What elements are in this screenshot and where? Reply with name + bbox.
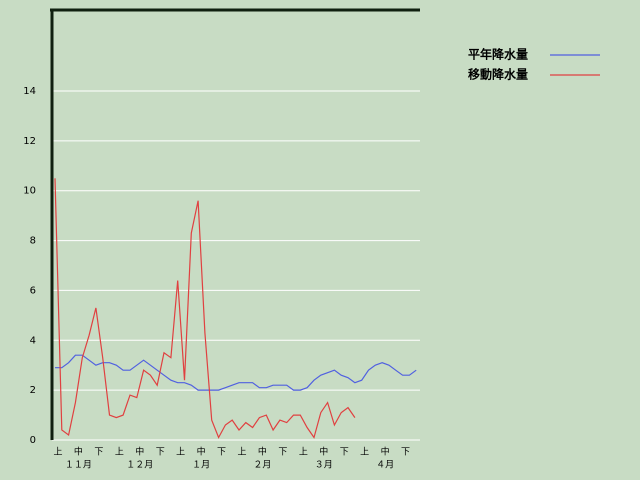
x-tick-label: 下 [401,448,410,458]
x-tick-label: 中 [319,446,328,458]
y-tick-label: 8 [30,236,36,247]
x-tick-label: 下 [94,448,103,458]
x-tick-label: 上 [53,447,62,458]
x-tick-label: 下 [217,448,226,458]
month-label: １１月 [65,460,92,471]
month-label: １２月 [126,460,153,471]
x-tick-label: 中 [258,446,267,458]
legend-label: 移動降水量 [468,67,528,82]
series-line [54,178,356,439]
month-label: ３月 [315,460,333,471]
y-tick-label: 0 [30,435,36,446]
month-label: ２月 [253,460,271,471]
x-tick-label: 上 [176,447,185,458]
legend-label: 平年降水量 [468,47,528,62]
x-tick-label: 下 [156,448,165,458]
y-tick-label: 2 [30,385,36,396]
x-tick-label: 上 [237,447,246,458]
x-tick-label: 上 [115,447,124,458]
x-tick-label: 中 [74,446,83,458]
x-tick-label: 中 [197,446,206,458]
month-label: ４月 [376,460,394,471]
x-tick-label: 中 [381,446,390,458]
y-tick-label: 10 [23,186,36,197]
x-tick-label: 上 [299,447,308,458]
y-tick-label: 14 [23,86,36,97]
x-tick-label: 中 [135,446,144,458]
y-tick-label: 6 [30,285,36,296]
y-tick-label: 12 [23,136,36,147]
x-tick-label: 上 [360,447,369,458]
month-label: １月 [192,460,210,471]
x-tick-label: 下 [278,448,287,458]
x-tick-label: 下 [340,448,349,458]
series-line [55,354,417,391]
y-tick-label: 4 [30,335,36,346]
